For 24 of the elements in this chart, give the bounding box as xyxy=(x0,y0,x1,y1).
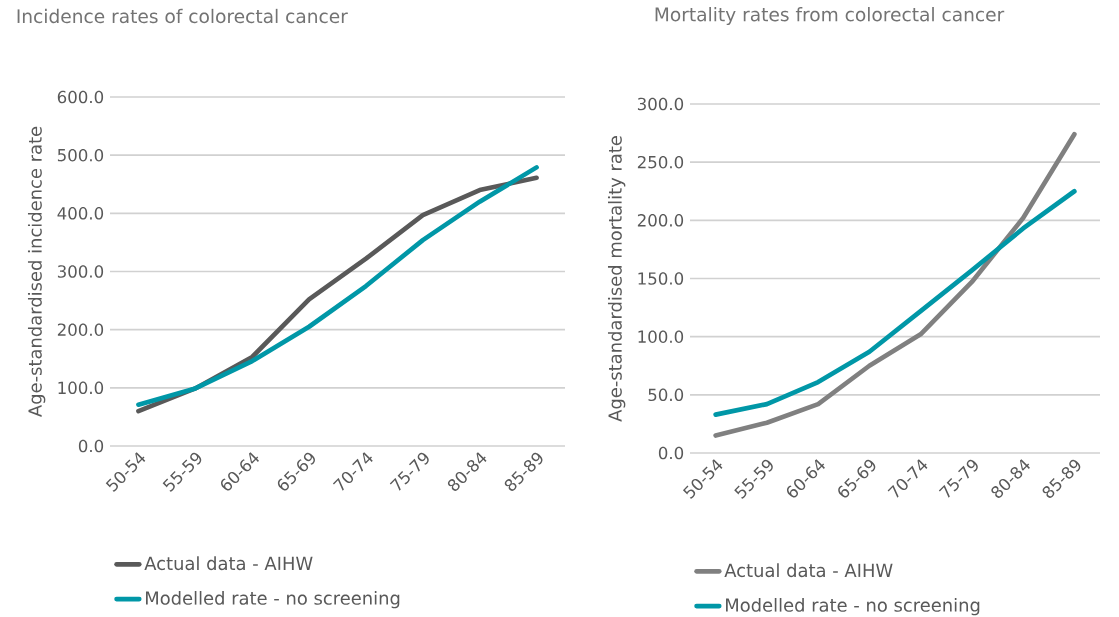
legend-label: Actual data - AIHW xyxy=(144,556,313,571)
y-tick-label: 200.0 xyxy=(637,214,684,227)
y-tick-label: 0.0 xyxy=(78,439,104,453)
y-axis-title: Age-standardised incidence rate xyxy=(27,126,46,417)
line-series xyxy=(713,131,1077,438)
chart-title: Incidence rates of colorectal cancer xyxy=(17,8,348,24)
y-tick-label: 400.0 xyxy=(57,207,104,220)
y-tick-label: 150.0 xyxy=(638,272,684,285)
y-tick-label: 300.0 xyxy=(57,265,104,278)
y-tick-label: 500.0 xyxy=(57,148,104,162)
y-tick-label: 100.0 xyxy=(638,330,684,343)
legend-label: Modelled rate - no screening xyxy=(146,590,400,609)
y-tick-label: 50.0 xyxy=(648,388,684,402)
y-tick-label: 300.0 xyxy=(637,97,684,111)
y-tick-label: 600.0 xyxy=(57,90,104,104)
y-tick-label: 0.0 xyxy=(658,446,684,460)
y-tick-label: 200.0 xyxy=(57,323,104,336)
y-tick-label: 100.0 xyxy=(58,381,104,395)
y-axis-title: Age-standardised mortality rate xyxy=(607,136,626,422)
legend-label: Actual data - AIHW xyxy=(724,563,893,578)
line-series xyxy=(713,188,1077,417)
legend-label: Modelled rate - no screening xyxy=(726,597,980,616)
chart-title: Mortality rates from colorectal cancer xyxy=(655,7,1005,26)
y-tick-label: 250.0 xyxy=(637,155,684,169)
